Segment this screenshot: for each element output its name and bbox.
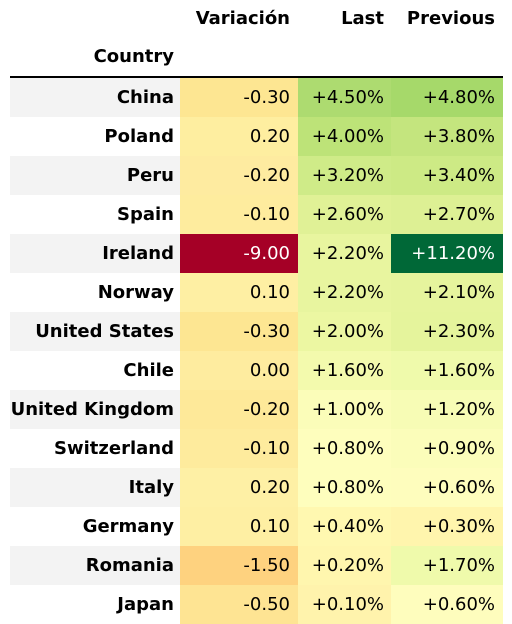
variation-cell: -0.50 (180, 585, 298, 624)
header-country: Country (93, 46, 174, 67)
variation-cell: 0.20 (180, 117, 298, 156)
country-label: Spain (117, 204, 174, 225)
table-row: Spain -0.10 +2.60% +2.70% (0, 195, 512, 234)
last-cell: +2.20% (298, 234, 391, 273)
variation-cell: -0.30 (180, 78, 298, 117)
table-row: Chile 0.00 +1.60% +1.60% (0, 351, 512, 390)
last-cell: +4.00% (298, 117, 391, 156)
previous-cell: +11.20% (391, 234, 503, 273)
previous-cell: +3.40% (391, 156, 503, 195)
table-row: Italy 0.20 +0.80% +0.60% (0, 468, 512, 507)
last-cell: +3.20% (298, 156, 391, 195)
country-label: Norway (97, 282, 174, 303)
previous-cell: +2.30% (391, 312, 503, 351)
variation-cell: 0.10 (180, 507, 298, 546)
previous-cell: +1.20% (391, 390, 503, 429)
previous-cell: +1.60% (391, 351, 503, 390)
table-row: Norway 0.10 +2.20% +2.10% (0, 273, 512, 312)
country-label: United States (35, 321, 174, 342)
last-cell: +2.20% (298, 273, 391, 312)
variation-cell: 0.00 (180, 351, 298, 390)
variation-cell: -9.00 (180, 234, 298, 273)
header-variation: Variación (195, 8, 290, 29)
table-row: China -0.30 +4.50% +4.80% (0, 78, 512, 117)
variation-cell: -0.10 (180, 195, 298, 234)
country-label: Poland (104, 126, 174, 147)
table-row: Ireland -9.00 +2.20% +11.20% (0, 234, 512, 273)
variation-cell: -1.50 (180, 546, 298, 585)
table-row: United Kingdom -0.20 +1.00% +1.20% (0, 390, 512, 429)
table-row: Romania -1.50 +0.20% +1.70% (0, 546, 512, 585)
previous-cell: +0.60% (391, 468, 503, 507)
last-cell: +0.40% (298, 507, 391, 546)
country-label: Switzerland (54, 438, 174, 459)
table-row: Poland 0.20 +4.00% +3.80% (0, 117, 512, 156)
variation-cell: -0.30 (180, 312, 298, 351)
country-label: Italy (128, 477, 174, 498)
country-label: Japan (117, 594, 174, 615)
last-cell: +1.00% (298, 390, 391, 429)
previous-cell: +0.90% (391, 429, 503, 468)
country-label: China (116, 87, 174, 108)
country-label: United Kingdom (10, 399, 174, 420)
last-cell: +0.80% (298, 468, 391, 507)
previous-cell: +2.10% (391, 273, 503, 312)
last-cell: +2.60% (298, 195, 391, 234)
variation-cell: -0.10 (180, 429, 298, 468)
last-cell: +2.00% (298, 312, 391, 351)
previous-cell: +2.70% (391, 195, 503, 234)
previous-cell: +1.70% (391, 546, 503, 585)
variation-cell: -0.20 (180, 156, 298, 195)
previous-cell: +3.80% (391, 117, 503, 156)
last-cell: +0.10% (298, 585, 391, 624)
last-cell: +1.60% (298, 351, 391, 390)
country-label: Peru (126, 165, 174, 186)
header-rule (10, 76, 503, 78)
table-row: Germany 0.10 +0.40% +0.30% (0, 507, 512, 546)
variation-cell: 0.10 (180, 273, 298, 312)
table-row: Peru -0.20 +3.20% +3.40% (0, 156, 512, 195)
variation-cell: -0.20 (180, 390, 298, 429)
previous-cell: +0.60% (391, 585, 503, 624)
country-label: Germany (82, 516, 174, 537)
country-label: Romania (85, 555, 174, 576)
country-label: Chile (123, 360, 174, 381)
previous-cell: +0.30% (391, 507, 503, 546)
previous-cell: +4.80% (391, 78, 503, 117)
country-label: Ireland (102, 243, 174, 264)
table-row: Switzerland -0.10 +0.80% +0.90% (0, 429, 512, 468)
last-cell: +0.80% (298, 429, 391, 468)
header-previous: Previous (406, 8, 495, 29)
variation-cell: 0.20 (180, 468, 298, 507)
header-last: Last (341, 8, 384, 29)
table-row: United States -0.30 +2.00% +2.30% (0, 312, 512, 351)
last-cell: +0.20% (298, 546, 391, 585)
last-cell: +4.50% (298, 78, 391, 117)
table-row: Japan -0.50 +0.10% +0.60% (0, 585, 512, 624)
